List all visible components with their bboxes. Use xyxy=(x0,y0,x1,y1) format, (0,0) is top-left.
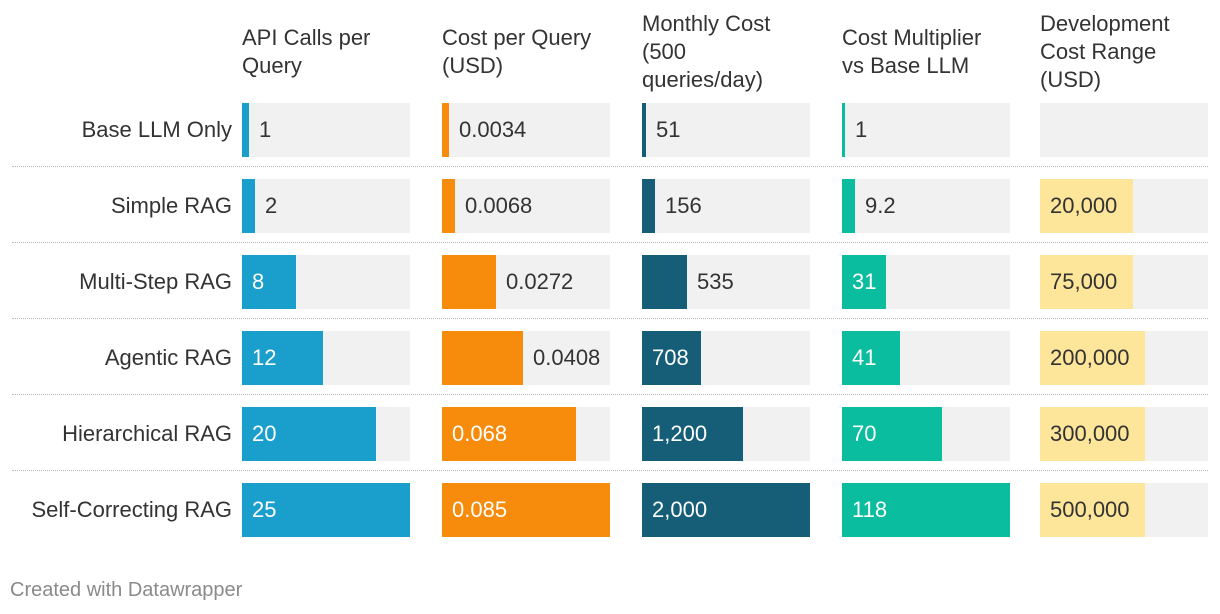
value-api_calls: 12 xyxy=(252,345,277,370)
bar-api_calls xyxy=(242,255,296,309)
bar-cost_multiplier xyxy=(842,179,855,233)
highlight-dev_cost xyxy=(1040,179,1133,233)
row-label: Simple RAG xyxy=(110,193,232,218)
column-header-dev_cost: Development Cost Range (USD) xyxy=(1040,11,1170,92)
row-separator xyxy=(12,394,1208,395)
value-dev_cost: 20,000 xyxy=(1050,193,1118,218)
highlight-dev_cost xyxy=(1040,407,1145,461)
value-cost_multiplier: 31 xyxy=(852,269,877,294)
value-monthly_cost: 1,200 xyxy=(652,421,708,446)
value-cost_per_query: 0.085 xyxy=(452,497,508,522)
row-separator xyxy=(12,166,1208,167)
bar-cost_per_query xyxy=(442,483,610,537)
cell-background xyxy=(242,103,410,157)
bar-monthly_cost xyxy=(642,483,810,537)
row-label: Self-Correcting RAG xyxy=(31,497,232,522)
bar-cost_per_query xyxy=(442,255,496,309)
row-label: Hierarchical RAG xyxy=(62,421,232,446)
value-cost_per_query: 0.068 xyxy=(452,421,508,446)
bar-api_calls xyxy=(242,103,249,157)
value-monthly_cost: 156 xyxy=(665,193,702,218)
highlight-dev_cost xyxy=(1040,483,1145,537)
value-cost_multiplier: 41 xyxy=(852,345,877,370)
column-header-cost_multiplier: Cost Multiplier vs Base LLM xyxy=(842,25,982,78)
bar-cost_multiplier xyxy=(842,103,845,157)
cell-background xyxy=(242,179,410,233)
bar-api_calls xyxy=(242,407,376,461)
bar-cost_per_query xyxy=(442,179,455,233)
value-cost_per_query: 0.0408 xyxy=(533,345,601,370)
bar-cost_multiplier xyxy=(842,331,900,385)
value-api_calls: 20 xyxy=(252,421,277,446)
value-dev_cost: 75,000 xyxy=(1050,269,1118,294)
value-cost_multiplier: 118 xyxy=(852,497,888,522)
highlight-dev_cost xyxy=(1040,331,1145,385)
cell-background xyxy=(442,103,610,157)
row-separator xyxy=(12,318,1208,319)
bar-monthly_cost xyxy=(642,179,655,233)
cell-background xyxy=(842,179,1010,233)
bar-monthly_cost xyxy=(642,255,687,309)
value-monthly_cost: 51 xyxy=(656,117,681,142)
cell-background xyxy=(1040,103,1208,157)
value-monthly_cost: 535 xyxy=(697,269,734,294)
bar-monthly_cost xyxy=(642,407,743,461)
cell-background xyxy=(642,179,810,233)
cell-background xyxy=(842,103,1010,157)
value-dev_cost: 300,000 xyxy=(1050,421,1130,446)
value-cost_per_query: 0.0272 xyxy=(506,269,574,294)
bar-cost_per_query xyxy=(442,103,449,157)
value-cost_multiplier: 1 xyxy=(855,117,868,142)
bar-cost_multiplier xyxy=(842,255,886,309)
value-api_calls: 1 xyxy=(259,117,272,142)
value-dev_cost: 200,000 xyxy=(1050,345,1130,370)
value-cost_multiplier: 9.2 xyxy=(865,193,896,218)
cell-background xyxy=(642,103,810,157)
value-dev_cost: 500,000 xyxy=(1050,497,1130,522)
value-monthly_cost: 708 xyxy=(652,345,689,370)
row-separator xyxy=(12,242,1208,243)
value-cost_multiplier: 70 xyxy=(852,421,877,446)
bar-api_calls xyxy=(242,483,410,537)
bar-api_calls xyxy=(242,331,323,385)
value-cost_per_query: 0.0034 xyxy=(459,117,527,142)
row-label: Agentic RAG xyxy=(104,345,232,370)
row-label: Multi-Step RAG xyxy=(79,269,232,294)
credit-footer: Created with Datawrapper xyxy=(10,579,243,601)
column-header-api_calls: API Calls per Query xyxy=(242,25,371,78)
cell-background xyxy=(442,179,610,233)
column-header-monthly_cost: Monthly Cost (500 queries/day) xyxy=(642,11,771,92)
value-cost_per_query: 0.0068 xyxy=(465,193,533,218)
bar-cost_multiplier xyxy=(842,483,1010,537)
value-api_calls: 8 xyxy=(252,269,265,294)
value-api_calls: 25 xyxy=(252,497,277,522)
value-api_calls: 2 xyxy=(265,193,278,218)
bar-api_calls xyxy=(242,179,255,233)
highlight-dev_cost xyxy=(1040,255,1133,309)
bar-monthly_cost xyxy=(642,103,646,157)
value-monthly_cost: 2,000 xyxy=(652,497,708,522)
bar-cost_per_query xyxy=(442,331,523,385)
column-header-cost_per_query: Cost per Query (USD) xyxy=(442,25,592,78)
row-separator xyxy=(12,470,1208,471)
row-label: Base LLM Only xyxy=(81,117,232,142)
bar-cost_per_query xyxy=(442,407,576,461)
bar-cost_multiplier xyxy=(842,407,942,461)
bar-monthly_cost xyxy=(642,331,701,385)
